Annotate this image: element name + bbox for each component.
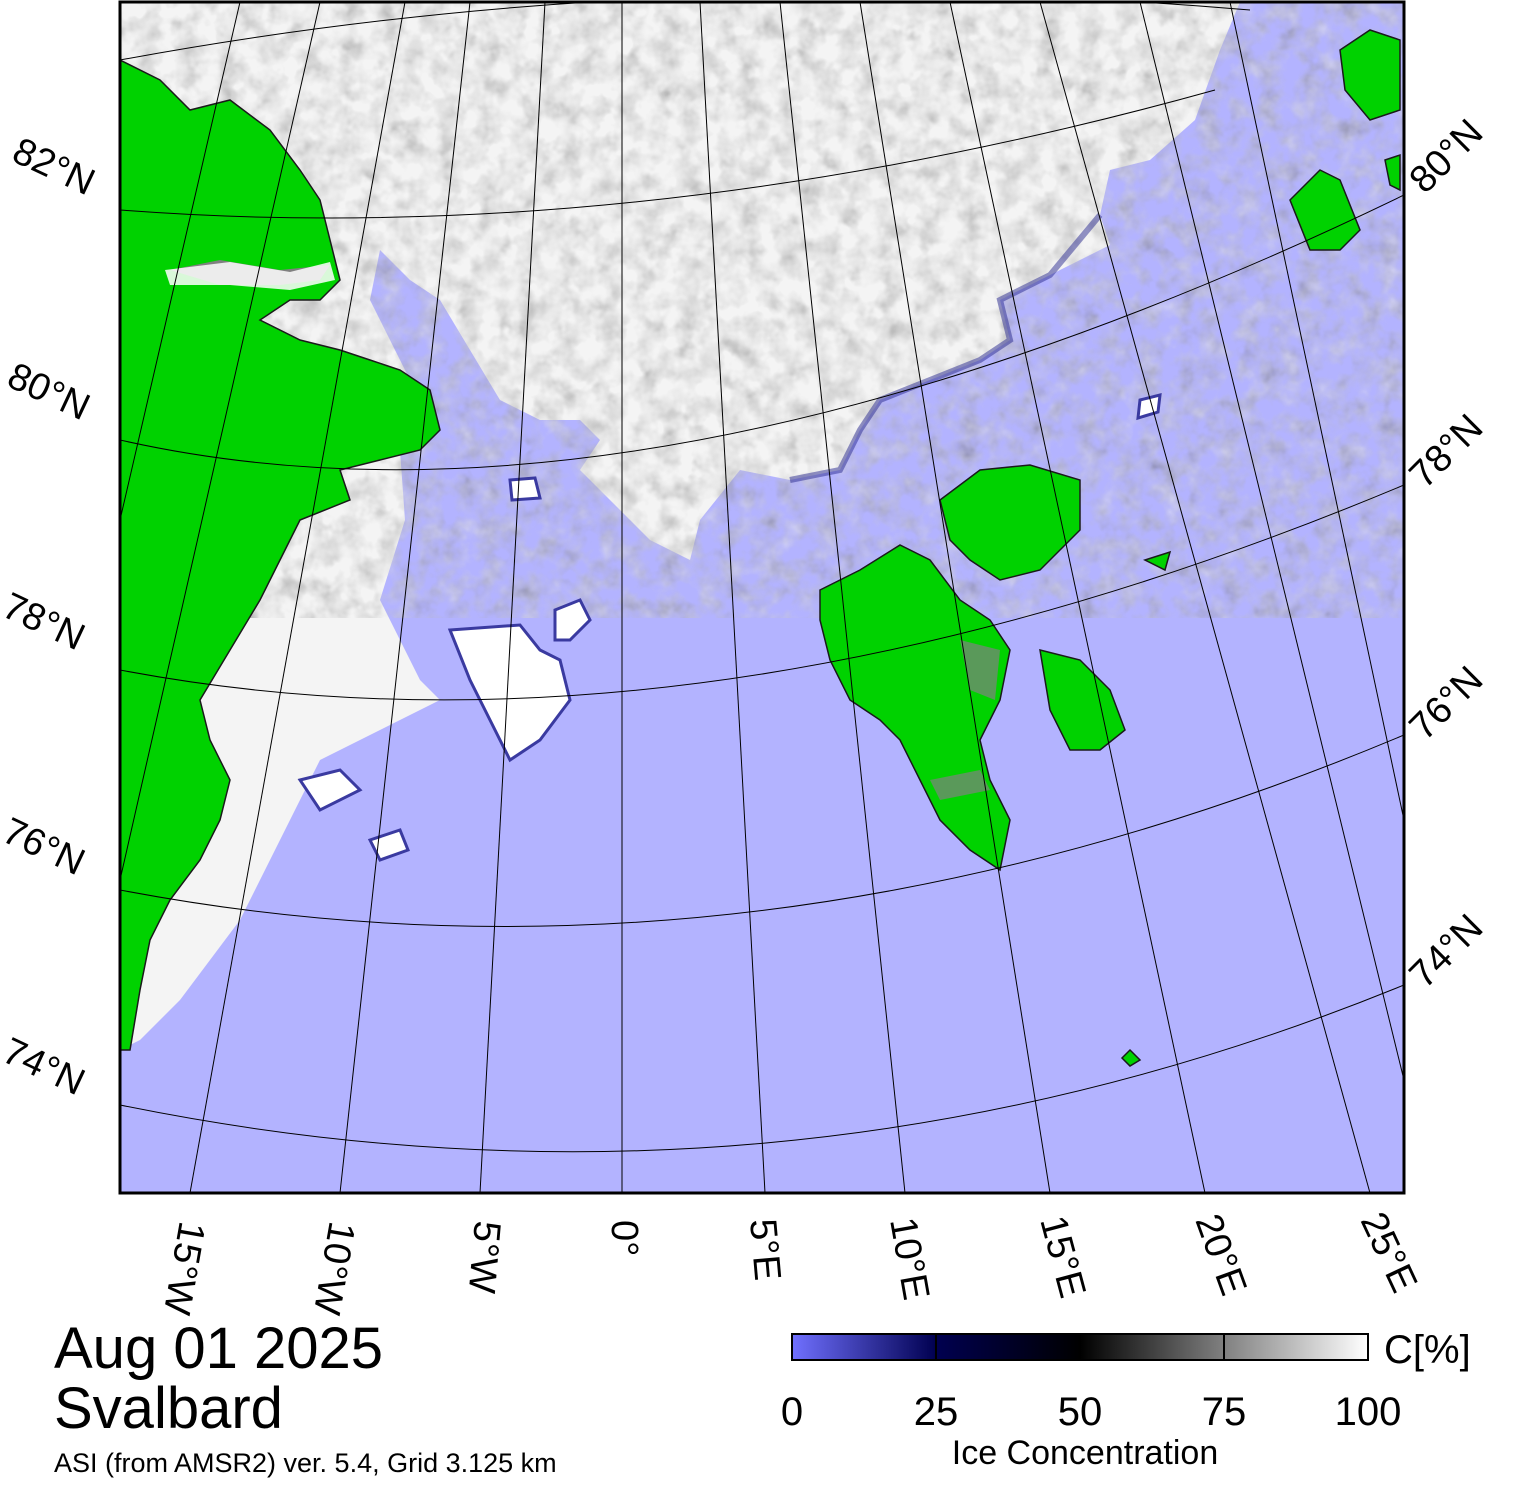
ice-floe-2	[553, 598, 592, 642]
svalbard-glacier-a	[960, 640, 1000, 700]
map-region: Svalbard	[54, 1376, 283, 1441]
lon-label: 15°W	[155, 1218, 213, 1317]
ice-edge-band	[789, 213, 1103, 483]
map-frame	[118, 0, 1406, 1195]
lon-label: 0°	[603, 1220, 645, 1256]
lon-label: 15°E	[1031, 1211, 1093, 1302]
lon-labels: 15°W 10°W 5°W 0° 5°E 10°E 15°E 20°E 25°E	[155, 1206, 1425, 1318]
colorbar-tick-label: 75	[1201, 1390, 1247, 1434]
bjornoya	[1120, 1048, 1142, 1067]
colorbar-tick-label: 100	[1334, 1390, 1402, 1434]
colorbar-tick-label: 50	[1057, 1390, 1103, 1434]
franz-josef-land-2	[1339, 29, 1401, 121]
lon-label: 20°E	[1187, 1209, 1255, 1301]
lat-labels-left: 82°N 80°N 78°N 76°N 74°N	[0, 130, 101, 1104]
greenland-land	[120, 59, 441, 1051]
colorbar-title: Ice Concentration	[951, 1434, 1219, 1472]
lat-label-left: 82°N	[6, 130, 101, 204]
lat-label-right: 76°N	[1402, 659, 1492, 749]
franz-josef-land-3	[1384, 153, 1401, 192]
lat-label-right: 80°N	[1402, 112, 1492, 202]
lon-label: 10°W	[305, 1218, 363, 1317]
lat-label-left: 80°N	[1, 355, 96, 429]
ice-floe-4	[297, 768, 363, 812]
longitude-graticule	[120, 2, 1404, 1193]
map-subtitle: ASI (from AMSR2) ver. 5.4, Grid 3.125 km	[54, 1448, 557, 1478]
colorbar-tick-label: 0	[780, 1390, 804, 1434]
latitude-graticule	[120, 2, 1404, 1153]
lon-label: 5°W	[460, 1219, 508, 1295]
lon-label: 5°E	[741, 1217, 788, 1282]
colorbar-tick-label: 25	[913, 1390, 959, 1434]
colorbar-unit: C[%]	[1384, 1328, 1471, 1372]
ice-floe-3	[508, 476, 542, 502]
svalbard-nordaustlandet	[939, 464, 1081, 581]
lon-label: 10°E	[881, 1214, 937, 1303]
greenland-fjord	[165, 262, 335, 290]
franz-josef-land-1	[1289, 169, 1361, 251]
lat-label-left: 78°N	[0, 585, 91, 659]
lat-label-right: 74°N	[1402, 907, 1492, 997]
map-date: Aug 01 2025	[54, 1316, 383, 1381]
colorbar-ticks	[791, 1334, 1369, 1360]
lon-label: 25°E	[1352, 1206, 1425, 1299]
lat-label-left: 74°N	[0, 1030, 91, 1104]
ice-floe-6	[1136, 393, 1162, 421]
lat-labels-right: 80°N 78°N 76°N 74°N	[1402, 112, 1492, 997]
svalbard-glacier-b	[930, 770, 990, 800]
svalbard-edgeoya	[1039, 648, 1126, 751]
kong-karls-land	[1143, 550, 1172, 572]
lat-label-right: 78°N	[1402, 407, 1492, 497]
lat-label-left: 76°N	[0, 810, 91, 884]
